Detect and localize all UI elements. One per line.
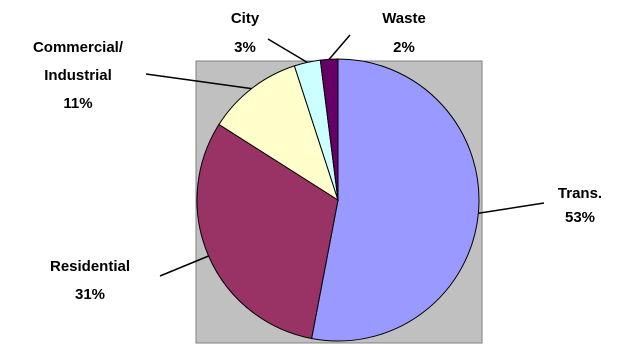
label-residential-percent: 31% [75, 286, 105, 303]
leader-line-city [267, 38, 308, 64]
label-waste-percent: 2% [393, 39, 415, 56]
label-city-percent: 3% [234, 39, 256, 56]
pie-slices [196, 58, 480, 342]
slice-waste [319, 58, 339, 201]
label-trans-percent: 53% [565, 209, 595, 226]
label-trans: Trans. [558, 185, 602, 202]
label-industrial: Industrial [44, 67, 112, 84]
leader-lines [145, 34, 545, 277]
slice-trans [310, 58, 480, 342]
leader-line-commercial-industrial [145, 73, 252, 90]
label-residential: Residential [50, 258, 130, 275]
label-commercial-percent: 11% [63, 95, 92, 112]
label-city: City [231, 10, 260, 27]
label-waste: Waste [382, 10, 426, 27]
leader-line-waste [328, 34, 351, 60]
label-commercial: Commercial/ [33, 39, 124, 56]
leader-line-residential [159, 255, 209, 277]
slice-commercial-industrial [218, 65, 339, 202]
leader-line-trans [478, 202, 545, 215]
